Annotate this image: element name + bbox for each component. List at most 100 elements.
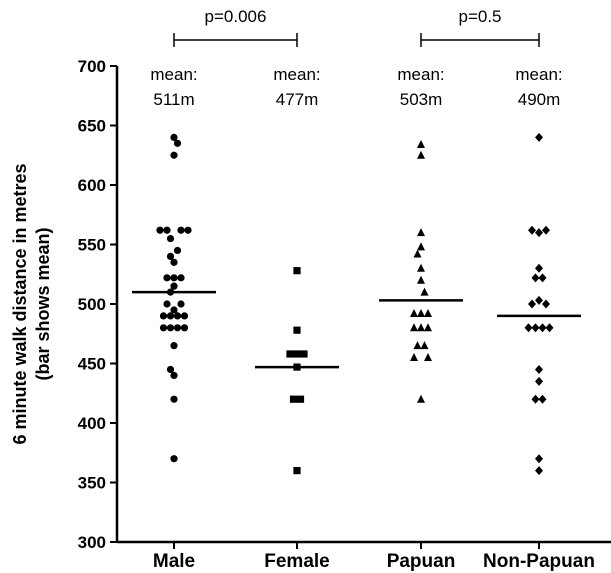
data-point-triangle xyxy=(417,394,425,403)
x-axis-labels: Male Female Papuan Non-Papuan xyxy=(153,542,595,572)
data-point-circle xyxy=(163,274,171,282)
data-point-circle xyxy=(159,324,168,332)
data-point-triangle xyxy=(417,323,425,332)
data-point-triangle xyxy=(410,353,418,362)
data-point-triangle xyxy=(417,228,425,237)
data-point-diamond xyxy=(535,228,543,238)
data-point-square xyxy=(293,350,301,358)
x-tick-label: Non-Papuan xyxy=(483,551,595,572)
data-point-circle xyxy=(173,139,182,147)
data-point-diamond xyxy=(538,394,547,404)
data-point-diamond xyxy=(538,323,547,333)
y-tick-label: 600 xyxy=(78,176,106,195)
data-point-circle xyxy=(173,312,182,320)
mean-lines xyxy=(132,290,581,369)
data-point-circle xyxy=(170,395,178,403)
y-axis-title-line2: (bar shows mean) xyxy=(33,227,53,380)
data-point-circle xyxy=(166,312,175,320)
data-point-circle xyxy=(170,455,178,463)
y-tick-label: 450 xyxy=(78,355,106,374)
y-tick-label: 500 xyxy=(78,295,106,314)
data-point-square xyxy=(296,395,305,403)
data-point-diamond xyxy=(542,225,550,235)
data-point-circle xyxy=(166,324,175,332)
data-point-square xyxy=(289,395,298,403)
data-point-diamond xyxy=(535,263,543,273)
data-point-diamond xyxy=(535,454,543,464)
data-point-square xyxy=(293,267,301,275)
data-point-diamond xyxy=(542,299,550,309)
data-point-circle xyxy=(170,342,178,350)
mean-label-value: 511m xyxy=(153,90,194,109)
data-point-diamond xyxy=(528,225,536,235)
p-value-label: p=0.5 xyxy=(458,7,501,26)
y-tick-label: 400 xyxy=(78,414,106,433)
data-point-circle xyxy=(177,226,185,234)
data-point-triangle xyxy=(417,242,425,251)
mean-label-line1: mean: xyxy=(397,65,444,84)
data-point-circle xyxy=(166,234,175,243)
data-point-circle xyxy=(170,151,178,159)
y-axis-title: 6 minute walk distance in metres (bar sh… xyxy=(10,163,53,444)
mean-label-value: 477m xyxy=(276,90,319,109)
y-tick-label: 650 xyxy=(78,117,106,136)
data-point-triangle xyxy=(410,309,418,318)
data-point-circle xyxy=(170,282,178,290)
mean-labels: mean: 511m mean: 477m mean: 503m mean: 490m xyxy=(150,65,562,109)
data-point-triangle xyxy=(417,140,425,149)
data-point-diamond xyxy=(531,273,540,283)
data-point-diamond xyxy=(535,376,543,386)
data-point-square xyxy=(286,350,294,358)
mean-label-value: 503m xyxy=(400,90,443,109)
data-point-diamond xyxy=(531,394,540,404)
data-point-triangle xyxy=(417,309,425,318)
data-point-circle xyxy=(170,371,178,379)
data-point-circle xyxy=(156,226,164,234)
data-point-diamond xyxy=(538,273,547,283)
data-point-triangle xyxy=(413,341,422,350)
data-point-diamond xyxy=(531,323,540,333)
x-tick-label: Papuan xyxy=(387,551,456,572)
data-point-square xyxy=(300,350,308,358)
y-axis-title-line1: 6 minute walk distance in metres xyxy=(10,163,30,444)
mean-label-line1: mean: xyxy=(150,65,197,84)
data-point-circle xyxy=(170,274,178,282)
y-axis-ticks: 300 350 400 450 500 550 600 650 700 xyxy=(78,57,117,552)
data-point-triangle xyxy=(417,263,425,272)
data-point-circle xyxy=(159,312,168,320)
data-point-circle xyxy=(163,300,171,308)
data-point-circle xyxy=(166,252,175,260)
data-point-triangle xyxy=(420,341,429,350)
x-tick-label: Male xyxy=(153,551,195,572)
data-point-diamond xyxy=(535,466,543,476)
data-point-circle xyxy=(173,246,182,255)
data-point-triangle xyxy=(417,275,425,284)
data-point-diamond xyxy=(535,364,543,374)
data-point-circle xyxy=(180,324,189,332)
data-point-circle xyxy=(170,133,178,141)
data-point-triangle xyxy=(413,249,422,258)
x-tick-label: Female xyxy=(264,551,329,572)
data-point-diamond xyxy=(535,132,543,142)
data-point-diamond xyxy=(524,323,533,333)
significance-brackets: p=0.006 p=0.5 xyxy=(173,7,540,47)
data-point-diamond xyxy=(545,323,554,333)
data-point-circle xyxy=(177,274,185,282)
data-point-triangle xyxy=(417,150,425,159)
y-tick-label: 700 xyxy=(78,57,106,76)
y-tick-label: 300 xyxy=(78,533,106,552)
data-point-triangle xyxy=(424,323,432,332)
data-point-circle xyxy=(184,226,192,234)
data-point-triangle xyxy=(410,323,418,332)
p-value-label: p=0.006 xyxy=(205,7,267,26)
data-point-circle xyxy=(170,306,178,314)
data-point-triangle xyxy=(420,287,429,296)
mean-label-line1: mean: xyxy=(273,65,320,84)
data-point-diamond xyxy=(528,299,536,309)
data-point-diamond xyxy=(535,295,543,305)
data-point-circle xyxy=(173,324,182,332)
mean-label-value: 490m xyxy=(518,90,561,109)
data-point-circle xyxy=(166,365,175,374)
data-point-triangle xyxy=(424,309,432,318)
